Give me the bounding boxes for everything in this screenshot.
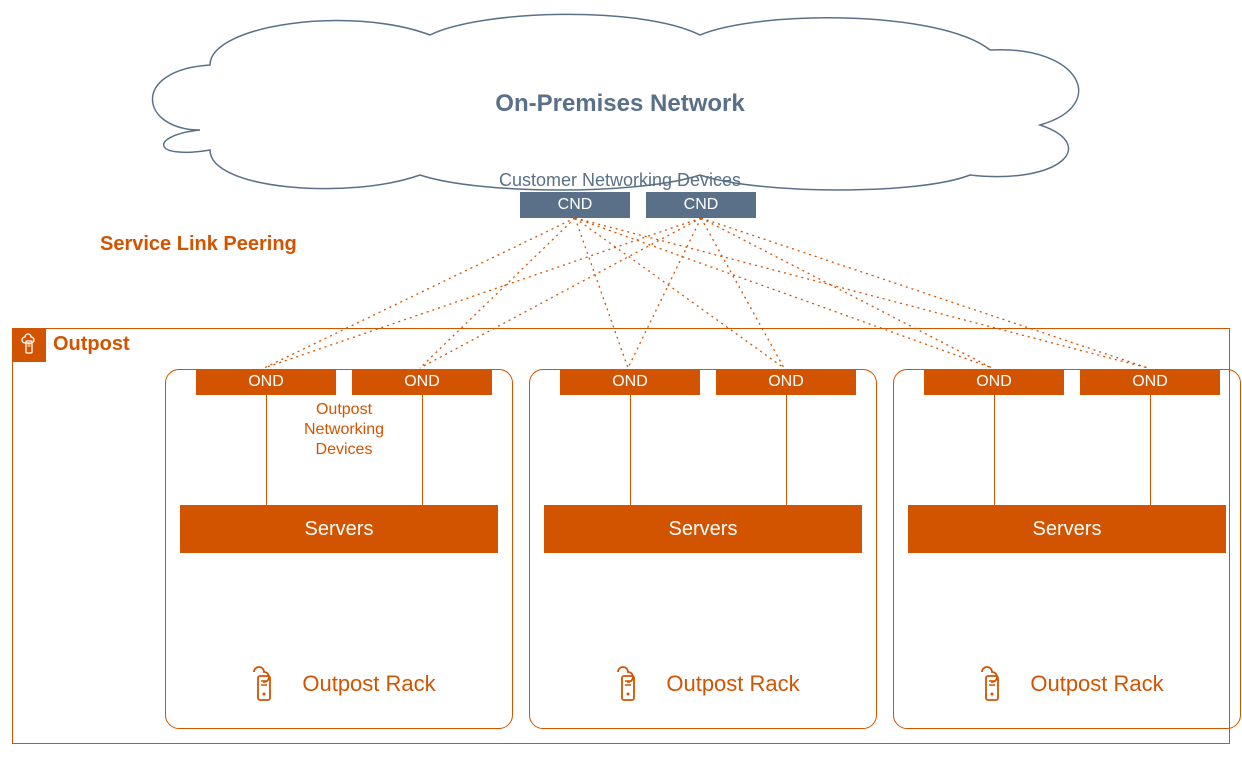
servers-box: Servers xyxy=(180,505,498,553)
cnd-group-label: Customer Networking Devices xyxy=(120,170,1120,191)
rack-icon xyxy=(606,662,650,706)
outpost-badge xyxy=(12,328,46,362)
ond-box: OND xyxy=(924,369,1064,395)
cnd-box-left: CND xyxy=(520,192,630,218)
ond-box: OND xyxy=(716,369,856,395)
ond-connector xyxy=(1150,395,1151,505)
outpost-container: Outpost OND OND OutpostNetworkingDevices… xyxy=(12,328,1230,744)
rack-footer: Outpost Rack xyxy=(894,662,1240,706)
ond-box: OND xyxy=(196,369,336,395)
servers-box: Servers xyxy=(544,505,862,553)
cnd-box-right: CND xyxy=(646,192,756,218)
ond-connector xyxy=(630,395,631,505)
service-link-label: Service Link Peering xyxy=(100,233,297,256)
ond-connector xyxy=(994,395,995,505)
rack-label: Outpost Rack xyxy=(302,671,435,697)
servers-box: Servers xyxy=(908,505,1226,553)
cloud-title: On-Premises Network xyxy=(120,90,1120,118)
rack-label: Outpost Rack xyxy=(1030,671,1163,697)
ond-box: OND xyxy=(352,369,492,395)
rack-footer: Outpost Rack xyxy=(530,662,876,706)
outpost-rack-3: OND OND Servers Outpost Rack xyxy=(893,369,1241,729)
rack-icon xyxy=(242,662,286,706)
server-icon xyxy=(17,333,41,357)
outpost-rack-1: OND OND OutpostNetworkingDevices Servers… xyxy=(165,369,513,729)
ond-connector xyxy=(422,395,423,505)
ond-sublabel: OutpostNetworkingDevices xyxy=(196,400,492,460)
ond-box: OND xyxy=(560,369,700,395)
ond-box: OND xyxy=(1080,369,1220,395)
outpost-title: Outpost xyxy=(53,333,130,356)
rack-label: Outpost Rack xyxy=(666,671,799,697)
outpost-rack-2: OND OND Servers Outpost Rack xyxy=(529,369,877,729)
cloud-region: On-Premises Network Customer Networking … xyxy=(120,10,1120,190)
rack-footer: Outpost Rack xyxy=(166,662,512,706)
rack-icon xyxy=(970,662,1014,706)
ond-connector xyxy=(786,395,787,505)
ond-connector xyxy=(266,395,267,505)
